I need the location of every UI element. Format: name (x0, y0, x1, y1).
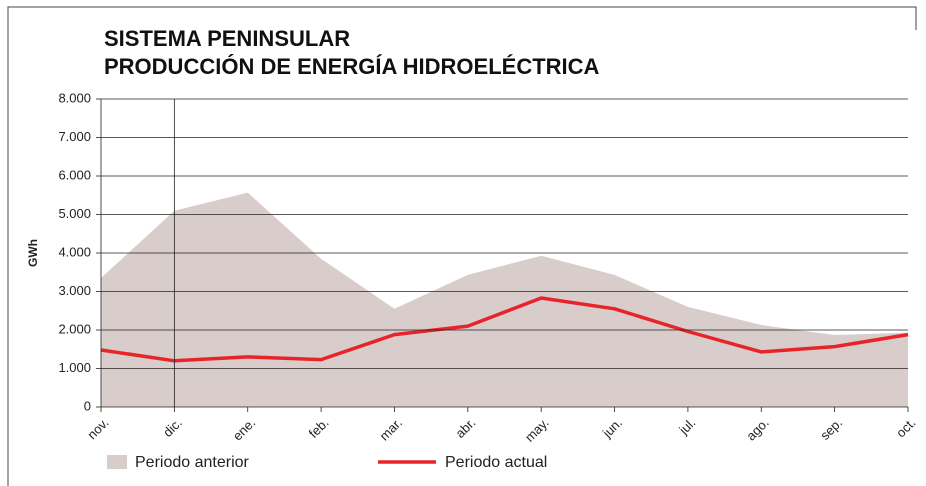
legend-label: Periodo anterior (135, 454, 250, 471)
chart-subtitle: PRODUCCIÓN DE ENERGÍA HIDROELÉCTRICA (104, 54, 600, 79)
x-tick-label: may. (522, 415, 552, 445)
y-tick-label: 8.000 (58, 90, 91, 105)
x-tick-label: oct. (893, 415, 918, 440)
x-tick-label: nov. (84, 415, 111, 442)
y-tick-label: 4.000 (58, 244, 91, 259)
y-axis-label: GWh (26, 239, 40, 267)
y-tick-label: 0 (84, 398, 91, 413)
x-tick-label: abr. (452, 415, 478, 441)
x-tick-label: dic. (160, 415, 185, 440)
x-tick-label: sep. (817, 415, 845, 443)
x-tick-label: ene. (230, 415, 259, 444)
x-tick-label: jul. (675, 415, 698, 438)
y-tick-label: 7.000 (58, 129, 91, 144)
y-tick-label: 2.000 (58, 321, 91, 336)
y-tick-label: 6.000 (58, 167, 91, 182)
line (100, 296, 909, 363)
x-tick-label: ago. (743, 415, 772, 444)
legend-label: Periodo actual (445, 454, 547, 471)
x-tick-label: mar. (377, 415, 405, 443)
chart-title: SISTEMA PENINSULAR (104, 26, 350, 51)
x-tick-label: feb. (306, 415, 332, 441)
legend-swatch (107, 455, 127, 469)
y-tick-label: 1.000 (58, 360, 91, 375)
y-tick-label: 3.000 (58, 283, 91, 298)
frame (7, 6, 917, 486)
x-tick-label: jun. (599, 415, 625, 441)
y-tick-label: 5.000 (58, 206, 91, 221)
area (101, 192, 908, 407)
